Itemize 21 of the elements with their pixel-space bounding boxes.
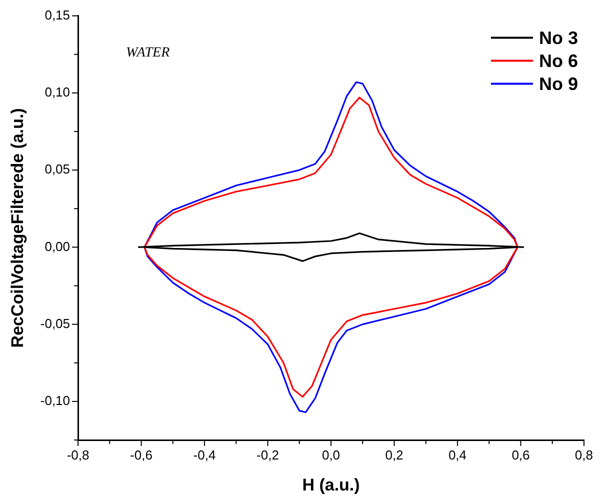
x-tick-label: -0,2 bbox=[256, 447, 279, 462]
x-tick-label: 0,8 bbox=[574, 447, 594, 462]
legend-label: No 9 bbox=[538, 74, 578, 94]
x-tick-label: -0,6 bbox=[130, 447, 152, 462]
legend-label: No 6 bbox=[538, 50, 578, 71]
x-axis-title: H (a.u.) bbox=[302, 475, 360, 494]
legend-label: No 3 bbox=[538, 28, 578, 48]
x-tick-label: 0,0 bbox=[322, 447, 340, 462]
x-tick-label: -0,4 bbox=[193, 447, 216, 462]
y-axis-title: RecCoilVoltageFilterede (a.u.) bbox=[8, 108, 27, 348]
x-tick-label: 0,2 bbox=[385, 447, 404, 462]
y-tick-label: -0,05 bbox=[40, 316, 70, 331]
y-tick-label: 0,15 bbox=[44, 7, 70, 22]
y-tick-label: -0,10 bbox=[40, 393, 70, 408]
x-tick-label: 0,4 bbox=[448, 447, 467, 462]
x-tick-label: 0,6 bbox=[512, 447, 530, 462]
y-tick-label: 0,10 bbox=[44, 84, 70, 100]
x-tick-label: -0,8 bbox=[66, 447, 90, 462]
annotation: WATER bbox=[126, 45, 170, 60]
y-tick-label: 0,00 bbox=[44, 238, 70, 254]
y-tick-label: 0,05 bbox=[44, 162, 70, 177]
